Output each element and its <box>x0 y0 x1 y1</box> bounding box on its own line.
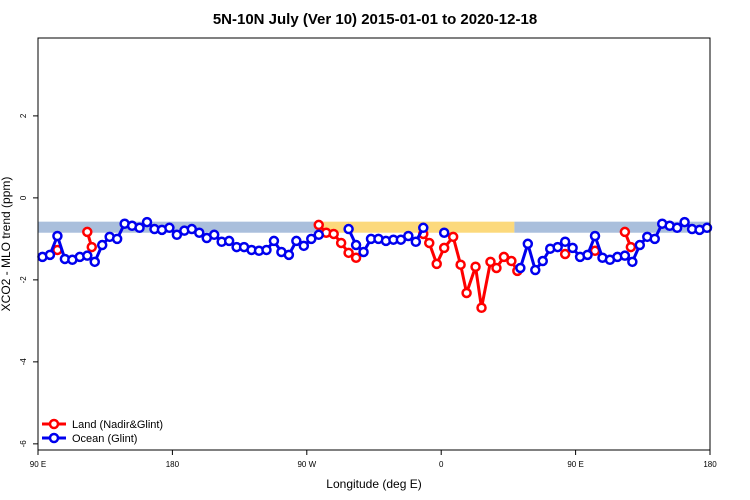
data-point <box>559 236 571 247</box>
data-point <box>171 229 183 241</box>
data-point <box>350 252 362 263</box>
y-tick-label: 0 <box>19 195 28 200</box>
data-point <box>485 256 496 268</box>
data-point <box>141 216 153 228</box>
data-point <box>82 250 93 261</box>
y-axis-label: XCO2 - MLO trend (ppm) <box>0 177 13 312</box>
data-point <box>619 226 631 238</box>
data-point <box>86 241 98 253</box>
data-point <box>649 233 660 245</box>
data-point <box>343 247 354 259</box>
data-point <box>447 231 459 243</box>
band-segment <box>514 221 710 233</box>
data-point <box>313 229 324 241</box>
data-point <box>522 238 534 250</box>
plot-frame <box>37 37 711 451</box>
x-tick-label: 180 <box>166 460 180 469</box>
data-point <box>424 237 435 249</box>
data-point <box>111 233 123 245</box>
data-point <box>701 222 713 234</box>
data-point <box>358 246 369 258</box>
data-point <box>291 235 302 247</box>
data-point <box>350 239 362 251</box>
legend-marker <box>48 432 60 444</box>
data-point <box>44 249 56 261</box>
data-point <box>328 228 339 240</box>
data-point <box>461 287 472 299</box>
data-point <box>82 226 93 238</box>
y-tick-label: -4 <box>19 358 28 366</box>
data-point <box>208 229 220 241</box>
data-point <box>455 259 466 270</box>
data-point <box>89 256 100 268</box>
data-point <box>671 222 683 234</box>
data-point <box>625 241 637 253</box>
data-point <box>194 227 205 238</box>
x-tick-label: 90 W <box>297 460 316 469</box>
data-point <box>261 244 272 256</box>
data-point <box>498 251 510 263</box>
data-point <box>627 256 638 268</box>
y-tick-label: -2 <box>19 276 28 284</box>
x-tick-label: 180 <box>703 460 717 469</box>
data-point <box>679 216 690 228</box>
data-point <box>343 223 354 235</box>
data-point <box>223 235 235 247</box>
data-point <box>506 255 517 267</box>
data-point <box>403 230 414 242</box>
legend-label: Ocean (Glint) <box>72 433 137 445</box>
data-point <box>530 264 541 276</box>
y-tick-label: 2 <box>19 113 28 118</box>
data-point <box>619 250 631 261</box>
data-point <box>567 242 578 254</box>
data-point <box>634 239 646 251</box>
data-point <box>589 230 601 242</box>
data-point <box>418 222 429 234</box>
data-point <box>164 222 175 234</box>
data-point <box>537 255 548 267</box>
data-point <box>515 262 526 274</box>
y-tick-label: -6 <box>19 440 28 448</box>
data-point <box>306 233 317 245</box>
data-point <box>559 248 571 260</box>
data-point <box>438 227 450 238</box>
data-point <box>410 236 422 247</box>
series-line <box>85 223 633 310</box>
data-point <box>476 302 487 313</box>
data-point <box>298 240 310 252</box>
data-point <box>283 249 295 261</box>
band-segment <box>320 221 515 233</box>
chart-title: 5N-10N July (Ver 10) 2015-01-01 to 2020-… <box>213 11 537 28</box>
data-point <box>431 258 442 270</box>
data-point <box>491 262 502 274</box>
x-axis-label: Longitude (deg E) <box>326 477 421 491</box>
data-point <box>470 261 481 273</box>
data-point <box>552 241 563 253</box>
x-tick-label: 90 E <box>567 460 583 469</box>
band-segment <box>38 221 321 233</box>
data-point <box>582 249 593 261</box>
data-point <box>335 237 347 249</box>
data-point <box>52 230 63 242</box>
data-point <box>313 219 324 231</box>
legend-marker <box>48 418 60 430</box>
data-point <box>96 239 108 251</box>
data-point <box>268 235 280 247</box>
data-point <box>134 222 145 234</box>
x-tick-label: 0 <box>439 460 444 469</box>
data-point <box>438 242 450 254</box>
x-tick-label: 90 E <box>30 460 46 469</box>
legend-label: Land (Nadir&Glint) <box>72 419 163 431</box>
